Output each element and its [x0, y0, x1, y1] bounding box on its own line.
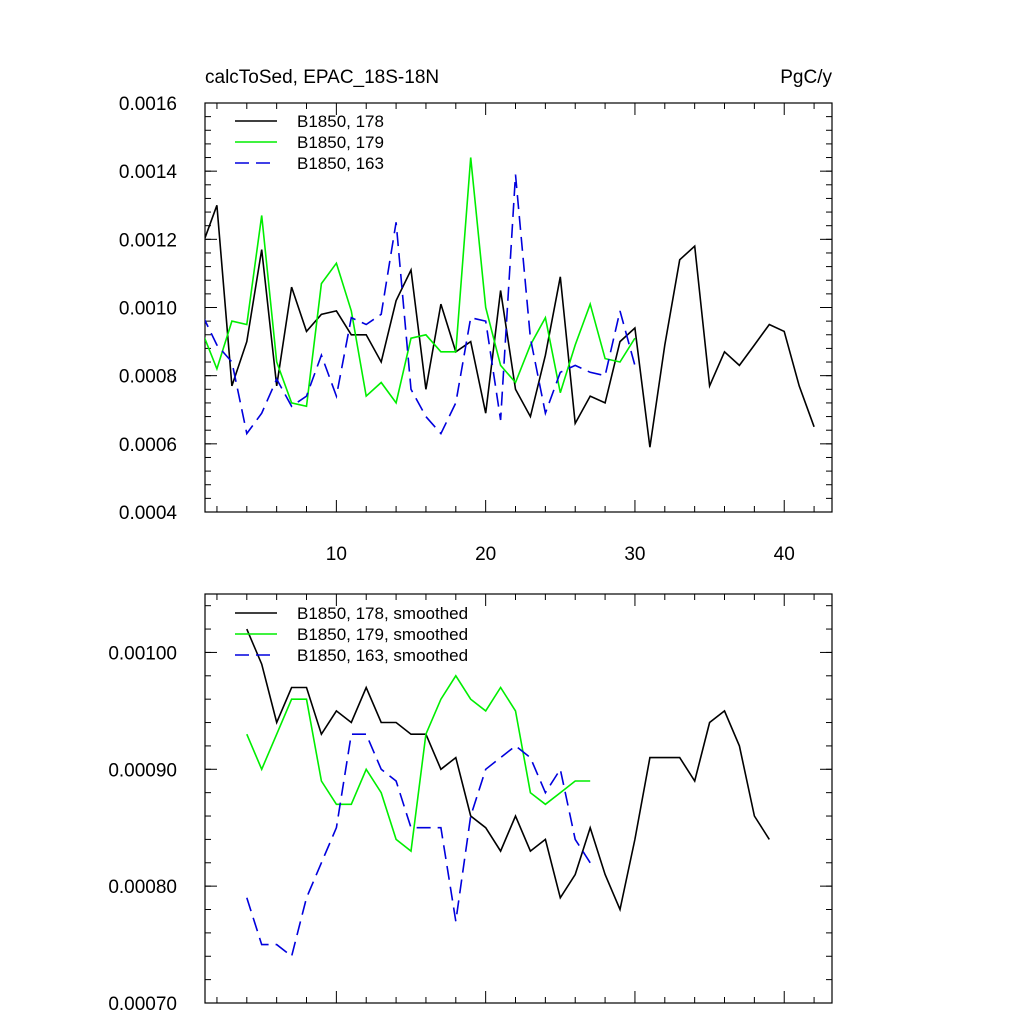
- y-tick-label: 0.0004: [119, 503, 178, 524]
- legend-label: B1850, 178, smoothed: [297, 604, 468, 623]
- x-tick-label: 40: [774, 544, 795, 565]
- y-tick-label: 0.0010: [119, 299, 177, 320]
- x-tick-label: 10: [326, 544, 347, 565]
- series-line-3: [205, 174, 636, 436]
- legend-label: B1850, 179, smoothed: [297, 625, 468, 644]
- series-line-2: [246, 674, 591, 853]
- legend-label: B1850, 178: [297, 112, 384, 131]
- chart-units-label: PgC/y: [780, 67, 832, 88]
- series-line-3: [246, 733, 591, 958]
- chart-title-left: calcToSed, EPAC_18S-18N: [205, 67, 439, 88]
- x-tick-label: 20: [475, 544, 496, 565]
- y-tick-label: 0.0014: [119, 162, 178, 183]
- y-tick-label: 0.0012: [119, 230, 177, 251]
- y-tick-label: 0.0016: [119, 94, 177, 115]
- legend-label: B1850, 163, smoothed: [297, 646, 468, 665]
- y-tick-label: 0.00070: [108, 994, 177, 1015]
- series-line-2: [205, 157, 636, 408]
- y-tick-label: 0.0006: [119, 435, 177, 456]
- y-tick-label: 0.00100: [108, 643, 177, 664]
- series-line-1: [246, 628, 770, 913]
- top-panel: calcToSed, EPAC_18S-18N PgC/y 10 20 30 40 0.…: [119, 67, 833, 565]
- plot-frame: [204, 593, 833, 1004]
- y-tick-label: 0.00090: [108, 760, 177, 781]
- x-tick-label: 30: [624, 544, 645, 565]
- y-tick-label: 0.0008: [119, 367, 177, 388]
- series-line-1: [205, 205, 815, 448]
- legend-label: B1850, 179: [297, 133, 384, 152]
- legend-label: B1850, 163: [297, 154, 384, 173]
- bottom-panel: 0.00070 0.00080 0.00090 0.00100 B1850, 178, …: [108, 593, 833, 1015]
- y-tick-label: 0.00080: [108, 877, 177, 898]
